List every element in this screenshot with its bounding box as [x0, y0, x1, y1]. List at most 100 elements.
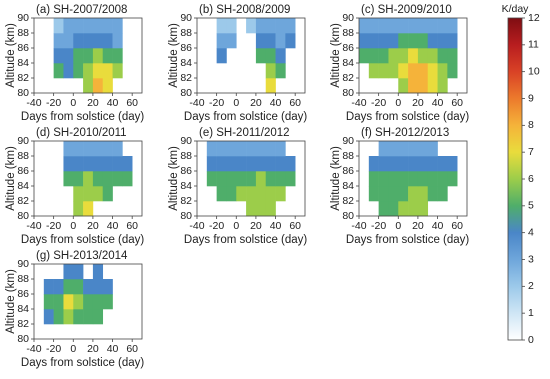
heat-cell	[417, 201, 429, 217]
heat-cell	[112, 63, 123, 79]
heat-cell	[285, 156, 296, 172]
colorbar-tick-label: 9	[528, 92, 534, 104]
heat-cell	[408, 48, 419, 64]
y-tick-label: 90	[180, 12, 192, 24]
heat-cell	[255, 141, 267, 157]
x-tick-label: -20	[46, 343, 61, 355]
heat-cell	[265, 186, 276, 202]
heat-cell	[92, 264, 104, 280]
y-tick-label: 80	[17, 333, 29, 345]
heat-cell	[447, 48, 458, 64]
heat-cell	[92, 279, 104, 295]
colorbar-tick-label: 12	[528, 12, 540, 24]
heat-cell	[388, 63, 399, 79]
axes-frame	[196, 140, 306, 217]
y-axis-label: Altitude (km)	[330, 146, 342, 211]
heat-cell	[83, 18, 94, 34]
heat-cell	[398, 201, 409, 217]
heat-cell	[92, 63, 104, 79]
heat-cell	[112, 33, 123, 49]
y-tick-label: 88	[17, 273, 29, 285]
x-tick-label: 0	[395, 220, 401, 232]
heat-cell	[398, 63, 409, 79]
heat-cell	[408, 63, 419, 79]
y-axis-label: Altitude (km)	[330, 23, 342, 88]
heat-cell	[427, 78, 438, 94]
heat-cell	[206, 141, 217, 157]
heat-cell	[255, 48, 267, 64]
x-tick-label: 60	[451, 97, 463, 109]
y-tick-label: 84	[180, 57, 192, 69]
x-tick-label: 20	[250, 220, 262, 232]
y-tick-label: 88	[180, 27, 192, 39]
heat-cell	[92, 18, 104, 34]
heat-cell	[226, 18, 237, 34]
heat-cell	[378, 18, 389, 34]
y-tick-label: 86	[342, 42, 354, 54]
heat-cell	[73, 33, 84, 49]
heat-cell	[246, 141, 257, 157]
heat-cell	[246, 186, 257, 202]
heat-cell	[359, 48, 370, 64]
heat-cell	[265, 156, 276, 172]
y-tick-label: 84	[17, 57, 29, 69]
heat-cell	[73, 63, 84, 79]
x-axis-label: Days from solstice (day)	[346, 111, 470, 123]
x-tick-label: -40	[189, 220, 204, 232]
heat-cell	[246, 171, 257, 187]
heat-cell	[73, 141, 84, 157]
heat-cell	[427, 156, 438, 172]
x-tick-label: 40	[270, 220, 282, 232]
heat-cell	[73, 186, 84, 202]
heat-cell	[216, 33, 227, 49]
heat-cell	[102, 186, 113, 202]
heat-cell	[368, 63, 379, 79]
y-tick-label: 90	[17, 135, 29, 147]
heat-cell	[216, 171, 227, 187]
x-axis-label: Days from solstice (day)	[346, 234, 470, 246]
heat-cell	[206, 156, 217, 172]
heat-cell	[255, 33, 267, 49]
x-tick-label: 40	[107, 343, 119, 355]
heat-cell	[417, 48, 429, 64]
x-tick-label: -20	[46, 97, 61, 109]
heat-cell	[398, 18, 409, 34]
heat-cell	[359, 18, 370, 34]
heat-cell	[378, 201, 389, 217]
heat-cell	[63, 156, 74, 172]
y-tick-label: 86	[17, 165, 29, 177]
heat-cell	[447, 63, 458, 79]
colorbar-tick-label: 1	[528, 307, 534, 319]
x-tick-label: 20	[87, 220, 99, 232]
x-axis-label: Days from solstice (day)	[21, 111, 145, 123]
heat-cell	[83, 309, 94, 325]
heat-cell	[92, 309, 104, 325]
y-tick-label: 82	[342, 195, 354, 207]
heat-cell	[102, 33, 113, 49]
heat-cell	[43, 309, 54, 325]
heat-cell	[275, 186, 286, 202]
heat-cell	[378, 33, 389, 49]
x-axis-label: Days from solstice (day)	[21, 234, 145, 246]
heat-cell	[83, 279, 94, 295]
heat-cell	[388, 201, 399, 217]
x-tick-label: -40	[351, 220, 366, 232]
heat-cell	[63, 33, 74, 49]
heat-cell	[63, 48, 74, 64]
heat-cell	[216, 186, 227, 202]
heat-cell	[408, 78, 419, 94]
heat-cell	[63, 141, 74, 157]
heat-cell	[83, 156, 94, 172]
y-tick-label: 86	[180, 165, 192, 177]
heat-cell	[43, 279, 54, 295]
heat-cell	[53, 18, 64, 34]
heat-cell	[255, 18, 267, 34]
y-axis-label: Altitude (km)	[5, 269, 17, 334]
x-tick-label: 60	[289, 97, 301, 109]
y-tick-label: 80	[17, 210, 29, 222]
heat-cell	[102, 48, 113, 64]
axes-frame	[33, 140, 143, 217]
heat-cell	[388, 156, 399, 172]
x-tick-label: 20	[250, 97, 262, 109]
x-tick-label: 0	[233, 97, 239, 109]
